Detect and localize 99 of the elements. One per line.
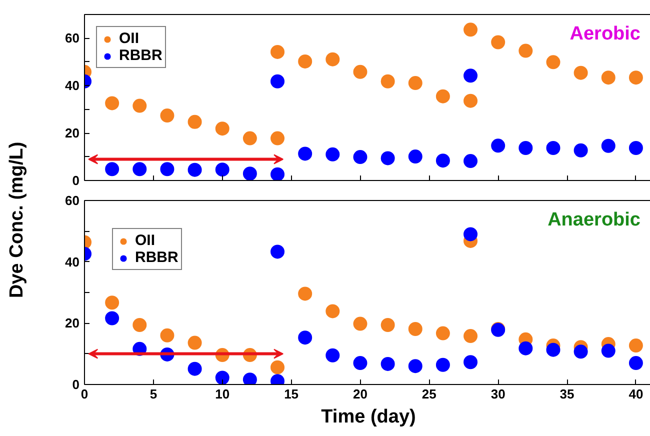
point: [270, 167, 285, 180]
x-tick-label: 15: [284, 386, 299, 402]
point: [326, 348, 340, 362]
y-tick-label: 60: [65, 30, 80, 46]
point: [518, 341, 533, 356]
annotation: Aerobic: [570, 24, 641, 44]
point: [298, 54, 312, 68]
point: [574, 66, 588, 80]
x-tick-label: 35: [560, 386, 574, 402]
y-tick-label: 20: [65, 316, 80, 331]
point: [353, 150, 368, 164]
point: [464, 22, 478, 37]
point: [574, 143, 588, 158]
point: [270, 74, 285, 88]
point: [518, 141, 533, 155]
point: [353, 316, 368, 331]
point: [188, 114, 202, 129]
point: [298, 146, 312, 161]
point: [601, 70, 616, 85]
legend-label: RBBR: [135, 249, 178, 266]
point: [160, 328, 174, 342]
point: [326, 304, 340, 318]
point: [188, 362, 202, 376]
point: [242, 166, 257, 180]
annotation: Anaerobic: [548, 210, 641, 230]
point: [436, 154, 450, 168]
point: [298, 330, 312, 345]
point: [491, 138, 506, 153]
point: [353, 356, 368, 370]
point: [546, 141, 560, 155]
point: [242, 131, 257, 146]
y-axis-title: Dye Conc. (mg/L): [5, 142, 28, 298]
point: [242, 372, 257, 384]
point: [380, 74, 395, 88]
point: [464, 355, 478, 370]
point: [105, 162, 120, 176]
x-tick-label: 40: [628, 386, 644, 402]
point: [215, 122, 230, 136]
point: [574, 344, 588, 359]
x-tick-label: 25: [422, 386, 436, 402]
point: [628, 141, 643, 155]
point: [160, 162, 174, 176]
point: [518, 44, 533, 58]
point: [326, 52, 340, 66]
legend-label: OII: [119, 30, 140, 47]
point: [380, 356, 395, 371]
point: [380, 151, 395, 166]
legend-label: RBBR: [119, 47, 162, 64]
point: [105, 311, 120, 326]
point: [436, 358, 450, 372]
point: [188, 336, 202, 350]
y-tick-label: 20: [65, 126, 80, 141]
point: [270, 44, 285, 59]
point: [160, 108, 174, 123]
point: [132, 318, 147, 332]
point: [491, 35, 506, 50]
x-axis-title: Time (day): [321, 406, 416, 428]
point: [436, 326, 450, 340]
x-tick-label: 10: [215, 386, 230, 402]
point: [601, 138, 616, 153]
x-tick-label: 5: [150, 386, 158, 402]
legend-label: OII: [135, 232, 156, 249]
point: [408, 322, 422, 336]
point: [270, 131, 285, 146]
point: [628, 70, 643, 85]
point: [464, 227, 478, 242]
point: [464, 68, 478, 83]
point: [408, 150, 422, 164]
point: [270, 244, 285, 259]
point: [601, 344, 616, 358]
point: [628, 338, 643, 353]
y-tick-label: 40: [65, 254, 80, 270]
point: [188, 162, 202, 177]
point: [215, 370, 230, 384]
point: [546, 342, 560, 357]
point: [628, 356, 643, 370]
point: [436, 89, 450, 104]
point: [270, 360, 285, 374]
x-tick-label: 20: [353, 386, 368, 402]
y-tick-label: 60: [65, 193, 80, 208]
point: [105, 296, 120, 310]
point: [546, 55, 560, 70]
point: [132, 98, 147, 113]
y-tick-label: 0: [72, 173, 80, 188]
point: [464, 94, 478, 108]
point: [408, 76, 422, 90]
point: [298, 286, 312, 301]
point: [353, 64, 368, 79]
point: [215, 162, 230, 177]
point: [380, 318, 395, 332]
y-tick-label: 40: [65, 78, 80, 94]
point: [464, 154, 478, 168]
point: [105, 96, 120, 110]
point: [326, 147, 340, 162]
x-tick-label: 30: [490, 386, 506, 402]
point: [132, 162, 147, 176]
y-tick-label: 0: [72, 377, 80, 392]
point: [408, 359, 422, 374]
point: [464, 329, 478, 344]
